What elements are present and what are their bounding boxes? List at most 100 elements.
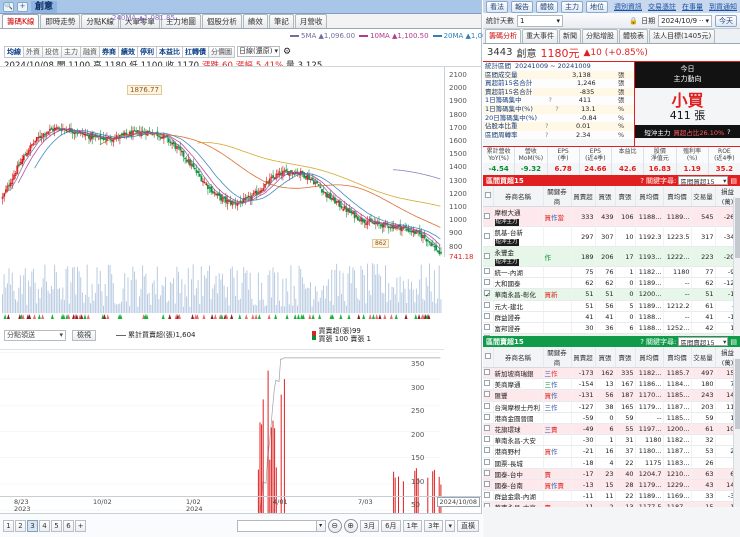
broker-name[interactable]: 摩根大通 短沖主力 bbox=[493, 206, 544, 227]
info-tab-4[interactable]: 體檢表 bbox=[619, 29, 648, 43]
date-input[interactable]: 2024/10/9 ·· ▾ bbox=[658, 14, 712, 27]
chart-toggle-0[interactable]: 均線 bbox=[4, 45, 24, 58]
chart-toggle-5[interactable]: 券商 bbox=[99, 45, 119, 58]
col-header-0[interactable] bbox=[483, 347, 494, 368]
help-icon[interactable]: ? bbox=[640, 337, 645, 346]
page-button-4[interactable]: 4 bbox=[39, 519, 50, 532]
info-tab-1[interactable]: 重大事件 bbox=[522, 29, 558, 43]
broker-name[interactable]: 凱基-台新 短沖主力 bbox=[493, 226, 544, 247]
broker-name[interactable]: 統一-內湖 bbox=[493, 266, 544, 279]
zoom-in-icon[interactable]: ⊕ bbox=[343, 518, 358, 533]
row-checkbox-cell[interactable] bbox=[483, 246, 494, 267]
netbuy-subchart[interactable]: 350300250200150100500-50 bbox=[0, 349, 444, 537]
row-checkbox[interactable] bbox=[484, 458, 490, 465]
table-row[interactable]: 凱基-台新 短沖主力 297 307 10 1192.3 1223.5 317 -340 bbox=[483, 226, 740, 247]
tab-7[interactable]: 筆記 bbox=[268, 14, 294, 28]
buy-table-scrollbar[interactable] bbox=[733, 197, 740, 336]
row-checkbox[interactable] bbox=[484, 369, 490, 376]
broker-name[interactable]: 永豐金 短沖主力 bbox=[493, 246, 544, 267]
row-checkbox-cell[interactable] bbox=[483, 479, 494, 492]
tab-5[interactable]: 個股分析 bbox=[201, 14, 242, 28]
help-icon[interactable]: ? bbox=[555, 104, 559, 113]
col-header-7[interactable]: 賣均價 bbox=[663, 186, 692, 207]
help-icon[interactable]: ? bbox=[545, 130, 549, 139]
price-chart-svg[interactable] bbox=[0, 67, 444, 257]
topbar-button-主力[interactable]: 主力 bbox=[561, 0, 583, 13]
row-checkbox[interactable] bbox=[484, 252, 490, 259]
row-checkbox[interactable] bbox=[484, 402, 490, 409]
page-button-1[interactable]: 1 bbox=[3, 519, 14, 532]
tab-2[interactable]: 分點K線 bbox=[81, 14, 119, 28]
col-header-3[interactable]: 買賣超 bbox=[571, 186, 596, 207]
topbar-link[interactable]: 到貨通知 bbox=[709, 2, 737, 11]
broker-name[interactable]: 港商金圓晉國 bbox=[493, 412, 544, 424]
netbuy-chart-svg[interactable] bbox=[0, 350, 444, 537]
row-checkbox-cell[interactable] bbox=[483, 311, 494, 323]
col-header-0[interactable] bbox=[483, 186, 494, 207]
row-checkbox-cell[interactable] bbox=[483, 401, 494, 413]
broker-name[interactable]: 國票-長城 bbox=[493, 457, 544, 469]
broker-name[interactable]: 國泰-台中 bbox=[493, 468, 544, 480]
chart-toggle-8[interactable]: 本益比 bbox=[156, 45, 183, 58]
row-checkbox-cell[interactable] bbox=[483, 378, 494, 391]
page-button-3[interactable]: 3 bbox=[27, 519, 38, 532]
topbar-button-地位[interactable]: 地位 bbox=[586, 0, 608, 13]
col-header-2[interactable]: 關鍵券商 bbox=[543, 186, 572, 207]
row-checkbox[interactable] bbox=[484, 335, 490, 336]
row-checkbox-cell[interactable] bbox=[483, 412, 494, 424]
row-checkbox-cell[interactable] bbox=[483, 423, 494, 436]
days-select[interactable]: 1 ▾ bbox=[517, 14, 563, 27]
row-checkbox[interactable] bbox=[484, 436, 490, 443]
tab-6[interactable]: 績效 bbox=[242, 14, 268, 28]
help-icon[interactable]: ? bbox=[548, 96, 552, 105]
chart-toggle-4[interactable]: 融資 bbox=[80, 45, 100, 58]
grid-icon[interactable]: ▤ bbox=[730, 337, 737, 346]
select-all-checkbox[interactable] bbox=[484, 353, 491, 359]
col-header-5[interactable]: 賣張 bbox=[615, 186, 636, 207]
help-icon[interactable]: ? bbox=[640, 176, 645, 185]
row-checkbox[interactable]: ✓ bbox=[484, 289, 491, 299]
info-tab-3[interactable]: 分點增股 bbox=[582, 29, 618, 43]
row-checkbox-cell[interactable] bbox=[483, 457, 494, 469]
topbar-button-報告[interactable]: 報告 bbox=[511, 0, 533, 13]
page-button-+[interactable]: + bbox=[75, 519, 86, 532]
table-row[interactable]: 摩根大通 短沖主力 買作當 333 439 106 1188... 1189... 545 -26… bbox=[483, 206, 740, 227]
symbol-search-input[interactable] bbox=[236, 519, 317, 532]
chart-toggle-2[interactable]: 投信 bbox=[42, 45, 62, 58]
tab-4[interactable]: 主力地圖 bbox=[160, 14, 201, 28]
row-checkbox[interactable] bbox=[484, 380, 490, 387]
chevron-down-icon[interactable]: ▾ bbox=[316, 519, 326, 532]
col-header-4[interactable]: 買張 bbox=[595, 347, 616, 368]
range-button-6月[interactable]: 6月 bbox=[381, 519, 401, 532]
buy-filter-select[interactable]: 區間買超15 ▾ bbox=[678, 176, 729, 186]
row-checkbox[interactable] bbox=[484, 492, 490, 499]
row-checkbox-cell[interactable] bbox=[483, 501, 494, 507]
broker-name[interactable]: 富邦證券 bbox=[493, 322, 544, 335]
broker-name[interactable]: 台灣摩根士丹利 bbox=[493, 401, 544, 413]
candlestick-chart[interactable]: 1876.77 862 2100 2000 1900 1800 1700 1600 1500… bbox=[0, 66, 482, 537]
row-checkbox[interactable] bbox=[484, 413, 490, 420]
row-checkbox[interactable] bbox=[484, 232, 490, 239]
broker-name[interactable]: 元大-建北 bbox=[493, 300, 544, 312]
row-checkbox-cell[interactable] bbox=[483, 266, 494, 279]
row-checkbox[interactable] bbox=[484, 480, 490, 487]
row-checkbox-cell[interactable] bbox=[483, 367, 494, 380]
lock-icon[interactable]: 🔒 bbox=[629, 16, 639, 25]
col-header-2[interactable]: 關鍵券商 bbox=[543, 347, 572, 368]
row-checkbox[interactable] bbox=[484, 312, 490, 319]
broker-name[interactable]: 大和國泰 bbox=[493, 277, 544, 290]
broker-name[interactable]: 匯豐 bbox=[493, 389, 544, 402]
chart-toggle-6[interactable]: 績效 bbox=[118, 45, 138, 58]
plus-icon[interactable]: + bbox=[17, 1, 28, 12]
info-tab-0[interactable]: 籌碼分析 bbox=[485, 29, 521, 43]
